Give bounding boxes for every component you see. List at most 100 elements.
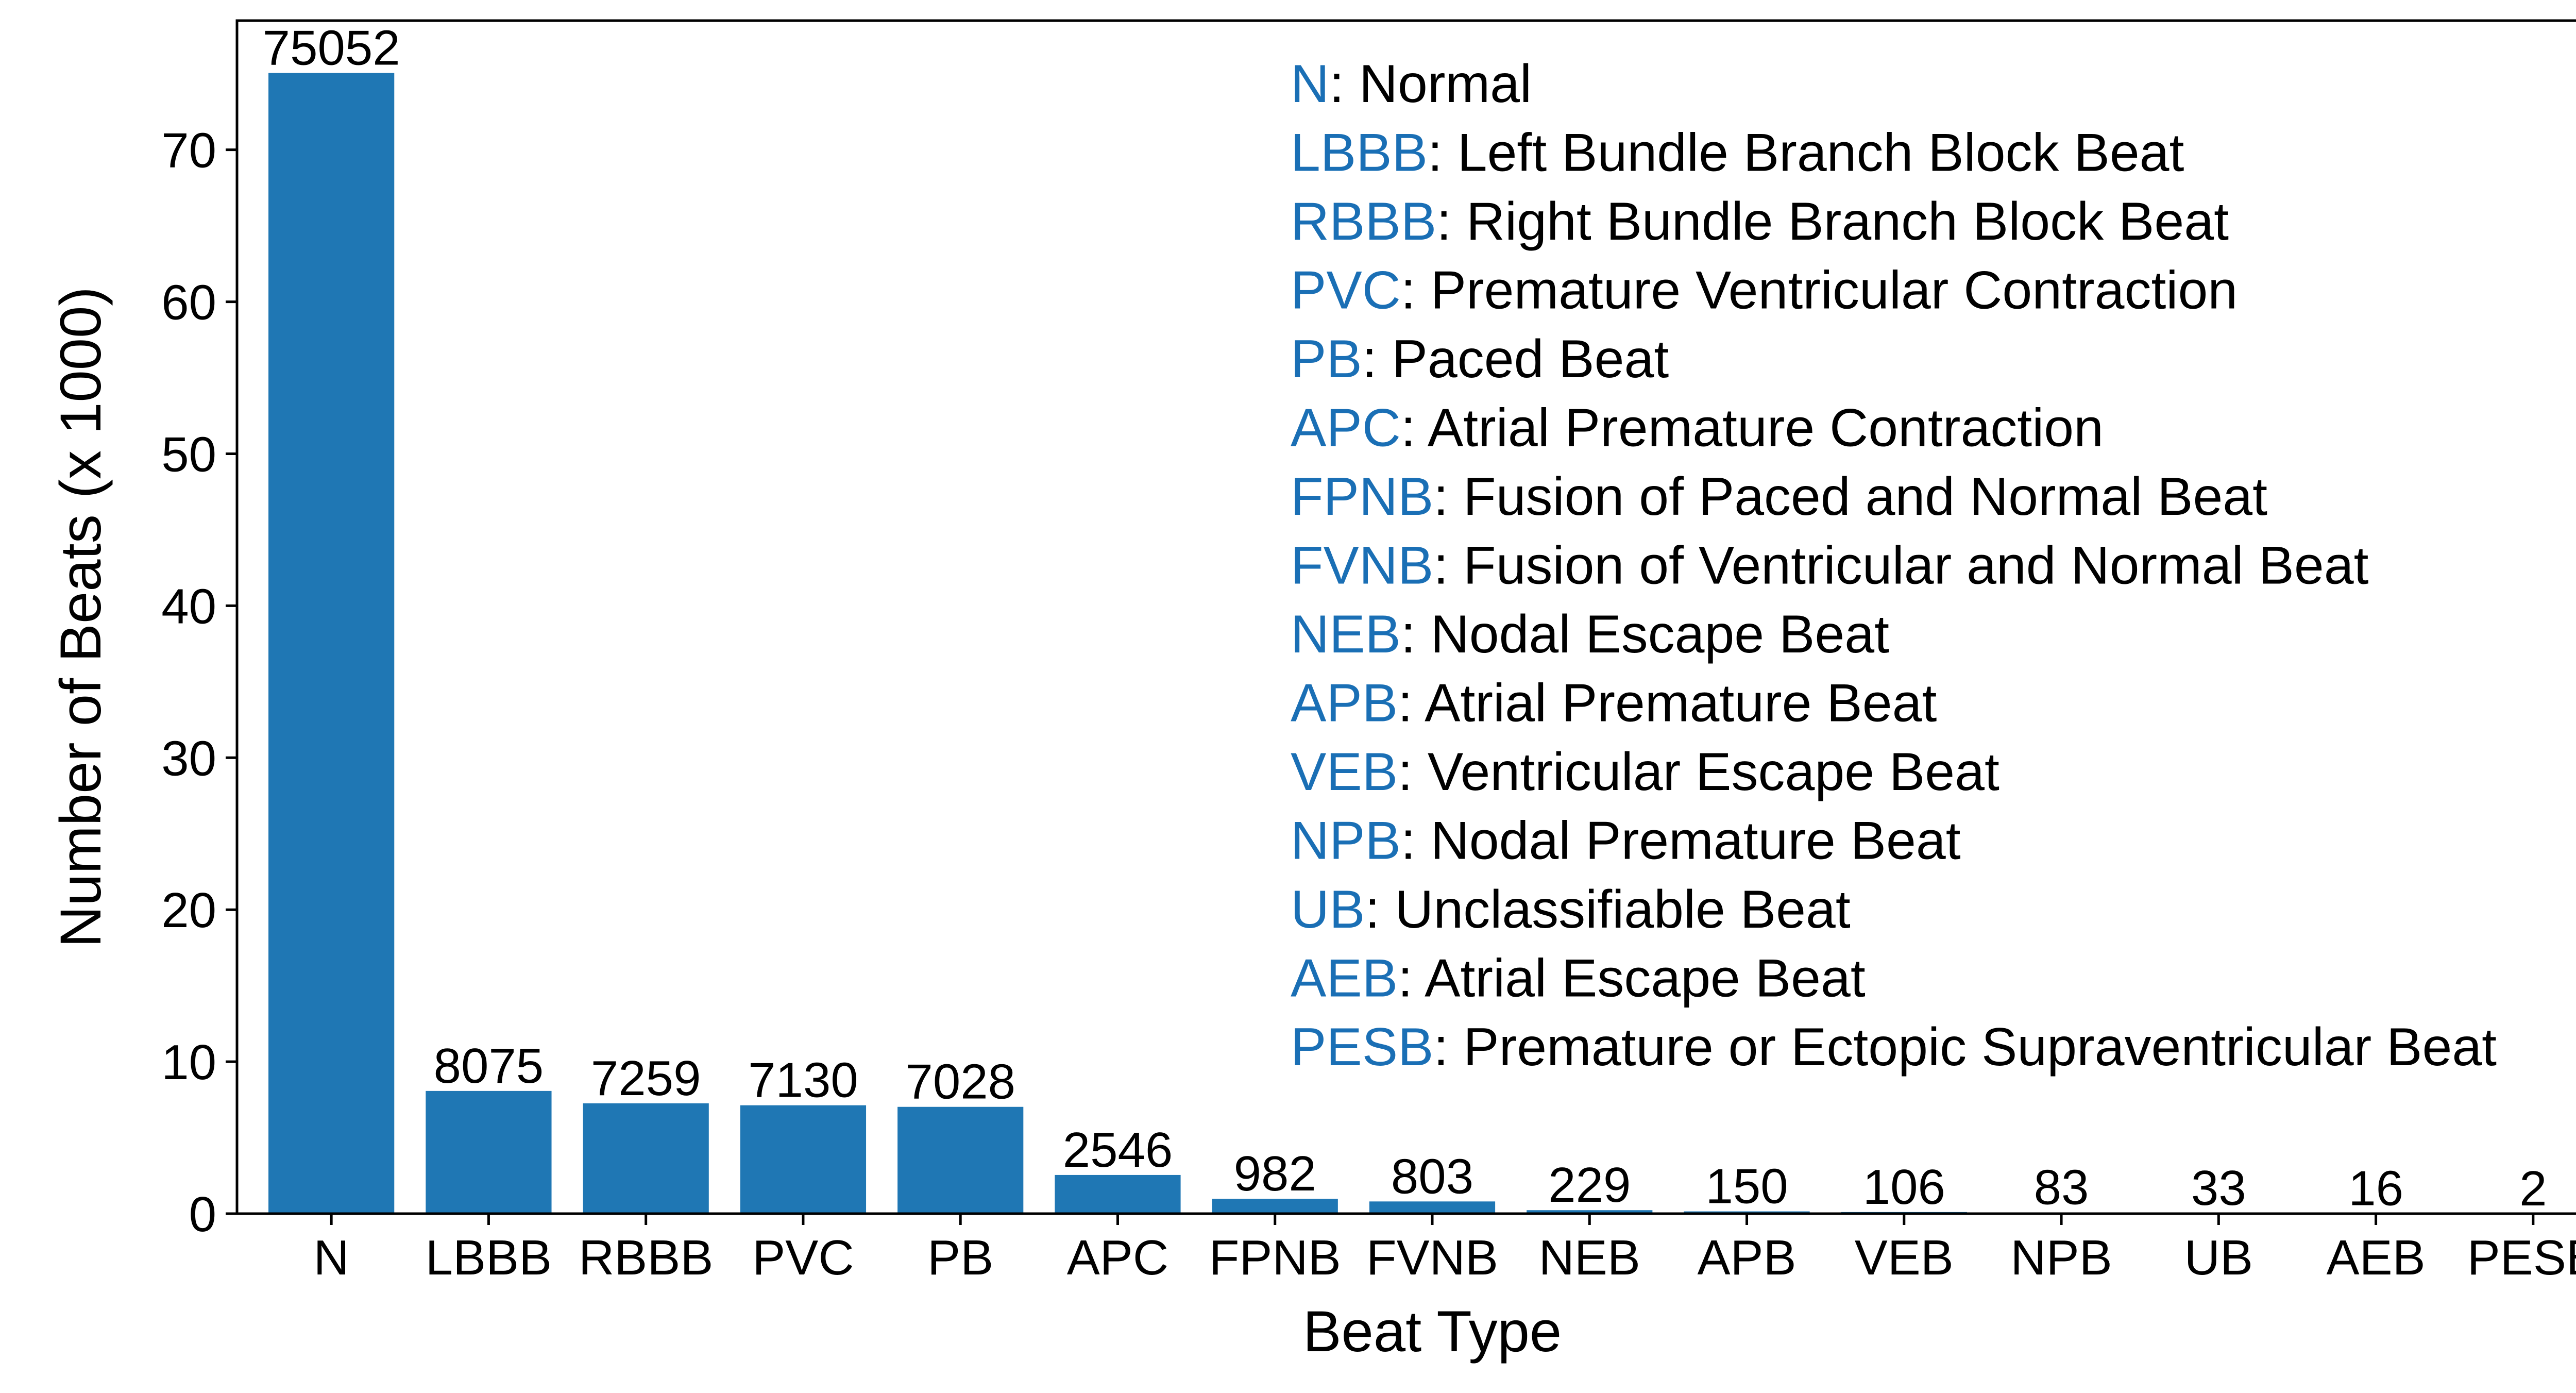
y-tick-label: 60 (161, 275, 216, 330)
legend-abbr: UB (1291, 880, 1365, 939)
legend: N: Normal LBBB: Left Bundle Branch Block … (1291, 54, 2497, 1077)
legend-entry: FVNB: Fusion of Ventricular and Normal B… (1291, 536, 2369, 596)
legend-description: : Paced Beat (1362, 329, 1669, 389)
legend-abbr: FPNB (1291, 467, 1433, 527)
x-tick-label: VEB (1855, 1230, 1954, 1285)
x-tick-label: RBBB (579, 1230, 713, 1285)
bar-value-label: 33 (2191, 1161, 2246, 1216)
bar-value-label: 7130 (748, 1053, 858, 1108)
legend-description: : Atrial Premature Beat (1398, 674, 1937, 733)
y-tick-label: 70 (161, 123, 216, 178)
bar-value-label: 2546 (1063, 1122, 1173, 1178)
y-tick-label: 0 (189, 1187, 216, 1242)
legend-entry: LBBB: Left Bundle Branch Block Beat (1291, 123, 2184, 183)
bar-pb (897, 1106, 1024, 1214)
legend-entry: VEB: Ventricular Escape Beat (1291, 742, 1999, 802)
bar-lbbb (426, 1090, 552, 1214)
bar-apc (1055, 1174, 1181, 1214)
legend-abbr: AEB (1291, 949, 1398, 1009)
legend-abbr: NPB (1291, 811, 1401, 871)
x-axis: N LBBB RBBB PVC PB APC FPNB FVNB NEB APB VEB NPB UB A… (313, 1214, 2576, 1285)
plot-frame (235, 19, 2576, 1215)
legend-description: : Fusion of Paced and Normal Beat (1433, 467, 2267, 527)
x-tick-label: FVNB (1366, 1230, 1498, 1285)
bar-value-label: 83 (2034, 1160, 2089, 1215)
bar-value-label: 150 (1705, 1159, 1788, 1214)
legend-entry: NEB: Nodal Escape Beat (1291, 605, 1889, 664)
legend-description: : Atrial Premature Contraction (1401, 398, 2104, 458)
bar-value-label: 2 (2519, 1161, 2547, 1216)
y-tick-label: 30 (161, 731, 216, 786)
x-tick-label: PVC (752, 1230, 854, 1285)
bar-value-label: 7028 (905, 1054, 1015, 1110)
bar-value-label: 75052 (263, 21, 400, 76)
legend-abbr: FVNB (1291, 536, 1433, 596)
bar-n (268, 73, 395, 1214)
x-tick-label: NEB (1539, 1230, 1640, 1285)
legend-entry: UB: Unclassifiable Beat (1291, 880, 1851, 939)
x-tick-label: N (313, 1230, 349, 1285)
y-axis: 0 10 20 30 40 50 60 70 (161, 123, 237, 1242)
legend-abbr: NEB (1291, 605, 1401, 664)
legend-entry: APB: Atrial Premature Beat (1291, 674, 1937, 733)
legend-abbr: APB (1291, 674, 1398, 733)
legend-entry: FPNB: Fusion of Paced and Normal Beat (1291, 467, 2267, 527)
legend-abbr: PB (1291, 329, 1362, 389)
x-tick-label: FPNB (1209, 1230, 1341, 1285)
x-tick-label: PESB (2467, 1230, 2576, 1285)
x-tick-label: LBBB (426, 1230, 552, 1285)
legend-description: : Unclassifiable Beat (1365, 880, 1850, 939)
legend-abbr: VEB (1291, 742, 1398, 802)
legend-abbr: RBBB (1291, 192, 1436, 251)
x-tick-label: AEB (2327, 1230, 2426, 1285)
legend-abbr: PVC (1291, 261, 1401, 321)
bar-value-label: 982 (1234, 1146, 1316, 1201)
x-tick-label: APB (1697, 1230, 1796, 1285)
legend-description: : Normal (1329, 54, 1532, 114)
legend-abbr: N (1291, 54, 1329, 114)
bar-pvc (740, 1105, 867, 1214)
y-tick-label: 20 (161, 883, 216, 938)
bars-group (268, 73, 2576, 1214)
legend-entry: PESB: Premature or Ectopic Supraventricu… (1291, 1017, 2497, 1077)
x-tick-label: PB (927, 1230, 993, 1285)
y-tick-label: 10 (161, 1035, 216, 1090)
x-tick-label: APC (1067, 1230, 1168, 1285)
bar-fvnb (1369, 1201, 1496, 1214)
x-tick-label: UB (2184, 1230, 2253, 1285)
legend-description: : Premature Ventricular Contraction (1401, 261, 2238, 321)
legend-entry: APC: Atrial Premature Contraction (1291, 398, 2104, 458)
x-axis-title: Beat Type (1303, 1299, 1562, 1364)
legend-description: : Atrial Escape Beat (1398, 949, 1866, 1009)
legend-abbr: PESB (1291, 1017, 1433, 1077)
bar-rbbb (583, 1103, 709, 1214)
bar-neb (1527, 1210, 1653, 1214)
bar-value-label: 229 (1548, 1157, 1631, 1213)
y-tick-label: 50 (161, 427, 216, 482)
legend-description: : Nodal Premature Beat (1401, 811, 1961, 871)
bar-labels-group: 75052 8075 7259 7130 7028 2546 982 803 229 150 106… (263, 21, 2547, 1216)
legend-description: : Left Bundle Branch Block Beat (1428, 123, 2184, 183)
bar-fpnb (1212, 1199, 1338, 1214)
x-tick-label: NPB (2010, 1230, 2112, 1285)
bar-value-label: 106 (1863, 1160, 1945, 1215)
legend-entry: NPB: Nodal Premature Beat (1291, 811, 1961, 871)
legend-description: : Premature or Ectopic Supraventricular … (1433, 1017, 2497, 1077)
bar-value-label: 7259 (591, 1051, 701, 1106)
legend-entry: PB: Paced Beat (1291, 329, 1669, 389)
bar-value-label: 8075 (434, 1038, 544, 1094)
bar-value-label: 803 (1391, 1149, 1473, 1204)
legend-entry: RBBB: Right Bundle Branch Block Beat (1291, 192, 2229, 251)
bar-value-label: 16 (2348, 1161, 2403, 1216)
legend-entry: PVC: Premature Ventricular Contraction (1291, 261, 2238, 321)
y-axis-title: Number of Beats (x 1000) (48, 287, 113, 947)
legend-description: : Nodal Escape Beat (1401, 605, 1889, 664)
legend-description: : Right Bundle Branch Block Beat (1436, 192, 2229, 251)
legend-abbr: LBBB (1291, 123, 1428, 183)
legend-description: : Ventricular Escape Beat (1398, 742, 1999, 802)
y-tick-label: 40 (161, 579, 216, 634)
legend-description: : Fusion of Ventricular and Normal Beat (1433, 536, 2368, 596)
legend-abbr: APC (1291, 398, 1401, 458)
legend-entry: AEB: Atrial Escape Beat (1291, 949, 1866, 1009)
